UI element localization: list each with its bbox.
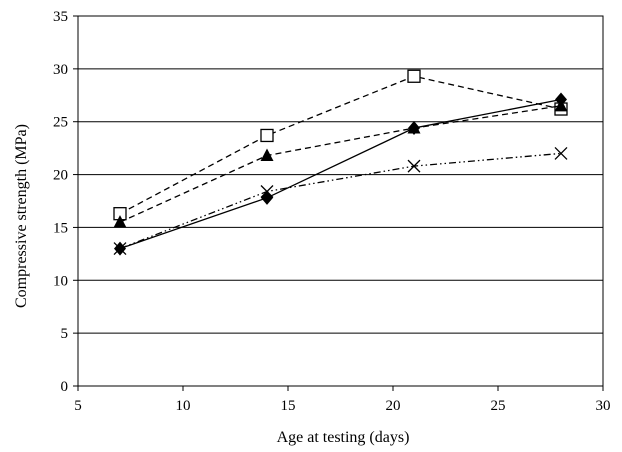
x-tick-label: 10	[176, 398, 191, 414]
x-tick-label: 30	[596, 398, 611, 414]
square-marker	[408, 70, 420, 82]
y-tick-label: 0	[61, 379, 69, 395]
y-tick-label: 15	[53, 220, 68, 236]
y-tick-label: 30	[53, 62, 68, 78]
x-axis-title: Age at testing (days)	[277, 429, 410, 446]
y-tick-label: 25	[53, 115, 68, 131]
x-tick-label: 15	[281, 398, 296, 414]
y-tick-label: 20	[53, 168, 68, 184]
y-tick-label: 5	[61, 326, 69, 342]
square-marker	[261, 129, 273, 141]
y-tick-label: 10	[53, 273, 68, 289]
x-tick-label: 5	[74, 398, 82, 414]
y-axis-title: Compressive strength (MPa)	[13, 124, 30, 308]
y-tick-label: 35	[53, 9, 68, 25]
x-tick-label: 20	[386, 398, 401, 414]
x-tick-label: 25	[491, 398, 506, 414]
